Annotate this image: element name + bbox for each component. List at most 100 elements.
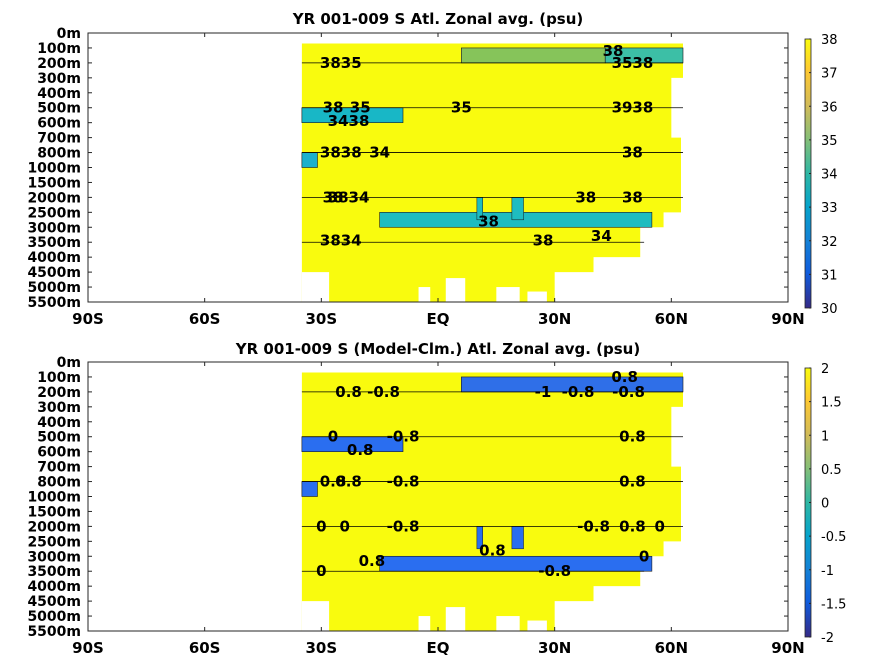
contour-region	[511, 526, 524, 550]
contour-label: 0	[316, 517, 326, 535]
y-tick-label: 2000m	[27, 190, 81, 206]
y-tick-label: 100m	[37, 370, 81, 386]
x-tick-label: 30N	[538, 639, 571, 656]
colorbar-tick-label: 37	[821, 67, 838, 82]
x-axis: 90S 60S 30S EQ 30N 60N 90N	[72, 33, 805, 328]
contour-region	[511, 197, 524, 221]
y-tick-label: 2500m	[27, 534, 81, 550]
y-tick-label: 700m	[37, 131, 81, 147]
x-tick-label: 90N	[771, 639, 804, 656]
y-tick-label: 500m	[37, 430, 81, 446]
y-tick-label: 2000m	[27, 519, 81, 535]
colorbar-tick-label: 33	[821, 201, 838, 216]
contour-label: 0.8	[619, 428, 646, 446]
colorbar-tick-label: 1.5	[821, 396, 842, 411]
contour-label: 0	[654, 517, 664, 535]
contour-label: -0.8	[387, 473, 420, 491]
y-tick-label: 400m	[37, 86, 81, 102]
topography-mask	[593, 589, 613, 602]
contour-label: 0.8	[335, 473, 362, 491]
x-tick-label: 60N	[655, 310, 688, 328]
topography-mask	[527, 291, 547, 302]
contour-label: 0.8	[335, 383, 362, 401]
salinity-difference-chart: YR 001-009 S (Model-Clm.) Atl. Zonal avg…	[27, 340, 846, 656]
contour-label: 38	[323, 99, 344, 117]
contour-label: -1	[535, 383, 552, 401]
x-tick-label: 30N	[538, 310, 571, 328]
y-tick-label: 4000m	[27, 250, 81, 266]
x-tick-label: EQ	[427, 639, 450, 656]
contour-label: -0.8	[367, 383, 400, 401]
colorbar-tick-label: 0.5	[821, 463, 842, 478]
colorbar-tick-label: 31	[821, 268, 838, 283]
contour-region	[301, 152, 318, 168]
contour-label: 3838	[320, 144, 362, 162]
topography-mask	[418, 287, 431, 302]
y-tick-label: 800m	[37, 146, 81, 162]
contour-label: 0.8	[619, 517, 646, 535]
contour-label: 0.8	[359, 552, 386, 570]
x-tick-label: 60S	[189, 310, 221, 328]
contour-label: 0	[339, 517, 349, 535]
y-tick-label: 2500m	[27, 205, 81, 221]
contour-label: 38	[622, 188, 643, 206]
y-tick-label: 1000m	[27, 490, 81, 506]
colorbar-tick-label: 34	[821, 168, 838, 183]
contour-label: 0	[328, 428, 338, 446]
contour-label: 38	[575, 188, 596, 206]
colorbar-tick-label: 35	[821, 134, 838, 149]
colorbar-tick-label: -1	[821, 564, 834, 579]
contour-label: 38	[478, 212, 499, 230]
topography-mask	[418, 616, 431, 631]
salinity-chart: YR 001-009 S Atl. Zonal avg. (psu) 38383…	[27, 10, 837, 328]
y-tick-label: 600m	[37, 445, 81, 461]
contour-region	[301, 481, 318, 497]
colorbar-tick-label: 0	[821, 497, 829, 512]
topography-mask	[301, 601, 330, 631]
y-tick-label: 1500m	[27, 504, 81, 520]
contour-label: -0.8	[387, 517, 420, 535]
x-tick-label: 90N	[771, 310, 804, 328]
topography-mask	[496, 616, 520, 631]
topography-mask	[527, 620, 547, 631]
contour-label: 38	[603, 42, 624, 60]
x-tick-label: 60N	[655, 639, 688, 656]
colorbar-tick-label: -1.5	[821, 597, 846, 612]
chart-title: YR 001-009 S Atl. Zonal avg. (psu)	[292, 10, 584, 28]
y-axis: 0m100m200m300m400m500m600m700m800m1000m1…	[27, 26, 788, 311]
contour-label: 38	[533, 232, 554, 250]
topography-mask	[445, 607, 466, 631]
topography-mask	[445, 278, 466, 302]
y-tick-label: 4500m	[27, 265, 81, 281]
contour-label: 3538	[612, 54, 654, 72]
colorbar-tick-label: 38	[821, 33, 838, 48]
contour-label: 3834	[320, 232, 362, 250]
contour-label: -0.8	[612, 383, 645, 401]
colorbar-tick-label: -0.5	[821, 530, 846, 545]
colorbar-tick-label: 1	[821, 429, 829, 444]
contour-region	[461, 47, 606, 64]
y-tick-label: 800m	[37, 475, 81, 491]
y-tick-label: 300m	[37, 400, 81, 416]
y-tick-label: 3000m	[27, 220, 81, 236]
colorbar-tick-label: 32	[821, 235, 838, 250]
x-tick-label: 30S	[305, 310, 337, 328]
contour-label: 3438	[328, 112, 370, 130]
y-tick-label: 300m	[37, 71, 81, 87]
colorbar-tick-label: -2	[821, 631, 834, 646]
chart-title: YR 001-009 S (Model-Clm.) Atl. Zonal avg…	[235, 340, 640, 358]
contour-label: 3835	[320, 54, 362, 72]
contour-label: 0	[316, 562, 326, 580]
y-tick-label: 4000m	[27, 579, 81, 595]
contour-label: -0.8	[538, 562, 571, 580]
contour-region	[379, 555, 653, 572]
contour-label: 0.8	[479, 541, 506, 559]
contour-label: 0	[639, 547, 649, 565]
x-tick-label: 30S	[305, 639, 337, 656]
y-tick-label: 3500m	[27, 564, 81, 580]
y-tick-label: 4500m	[27, 594, 81, 610]
colorbar-tick-label: 2	[821, 362, 829, 377]
x-tick-label: 90S	[72, 310, 104, 328]
